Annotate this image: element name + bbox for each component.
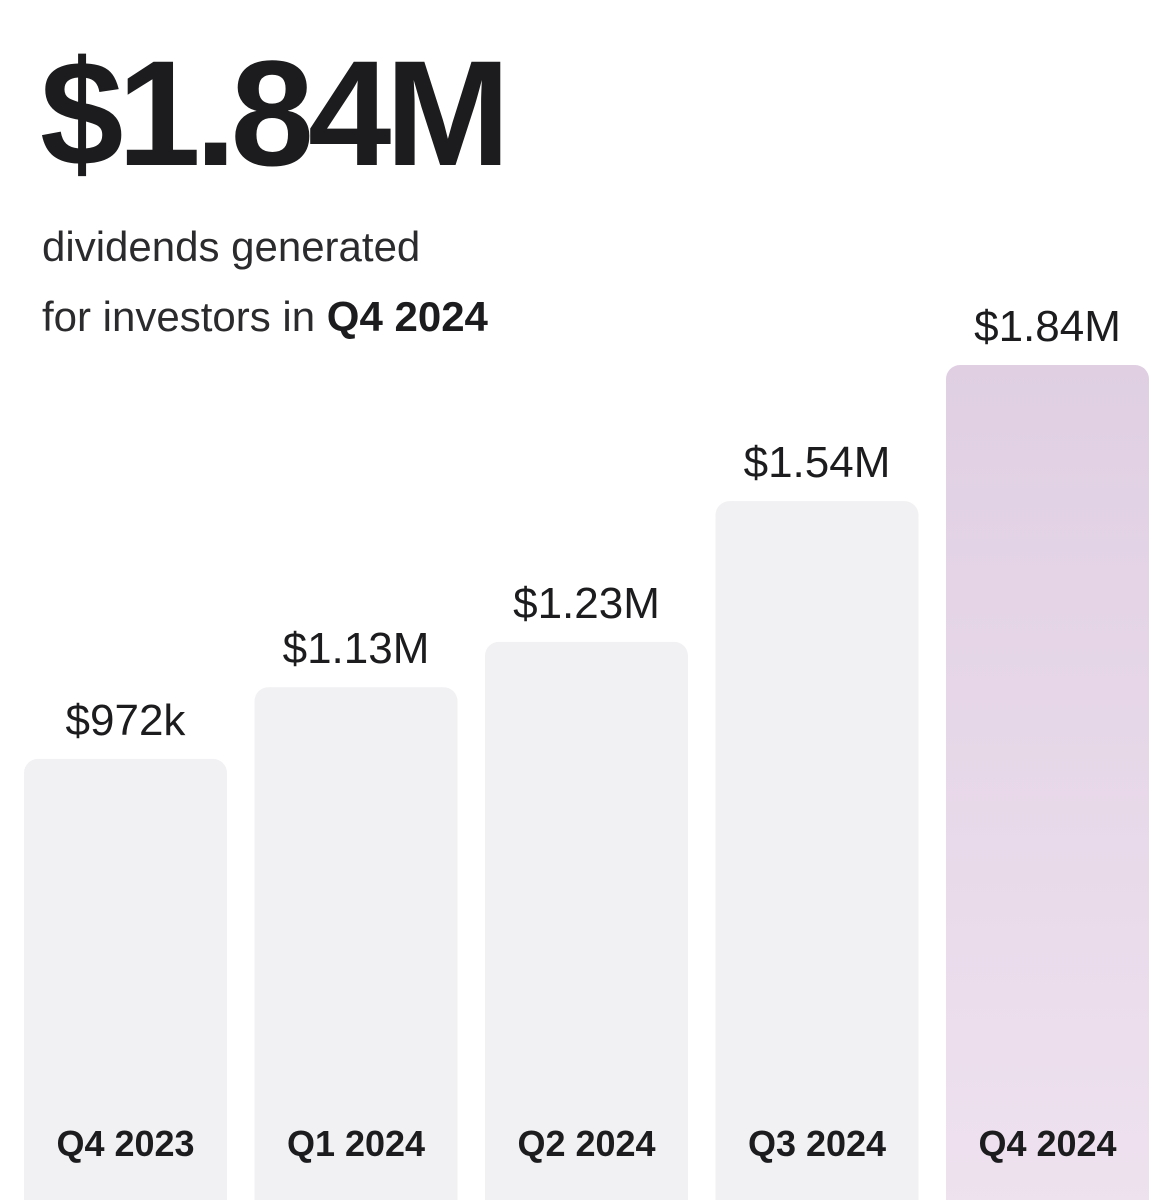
- bar-q1-2024: [254, 687, 458, 1200]
- category-label: Q4 2023: [56, 1123, 194, 1164]
- bar-q4-2023: [24, 758, 227, 1200]
- headline-value: $1.84M: [40, 29, 510, 197]
- bar-q3-2024: [715, 501, 919, 1200]
- category-label: Q1 2024: [287, 1123, 425, 1164]
- category-label: Q2 2024: [517, 1123, 655, 1164]
- bar-q4-2024: [946, 365, 1149, 1200]
- bar-value-label: $1.23M: [513, 579, 660, 628]
- caption-prefix: for investors in: [42, 293, 316, 340]
- bar-value-label: $1.84M: [974, 302, 1121, 351]
- caption-period: Q4 2024: [326, 293, 488, 340]
- bar-value-label: $972k: [66, 696, 187, 745]
- caption-line-2: for investors in Q4 2024: [42, 296, 488, 338]
- bar-q2-2024: [485, 641, 688, 1200]
- category-label: Q4 2024: [978, 1123, 1116, 1164]
- bar-value-label: $1.13M: [283, 624, 430, 673]
- category-label: Q3 2024: [748, 1123, 886, 1164]
- bars-group: $972k Q4 2023 $1.13M Q1 2024 $1.23M Q2 2024 $1…: [24, 302, 1149, 1200]
- caption-line-1: dividends generated: [42, 223, 421, 270]
- bar-value-label: $1.54M: [744, 438, 891, 487]
